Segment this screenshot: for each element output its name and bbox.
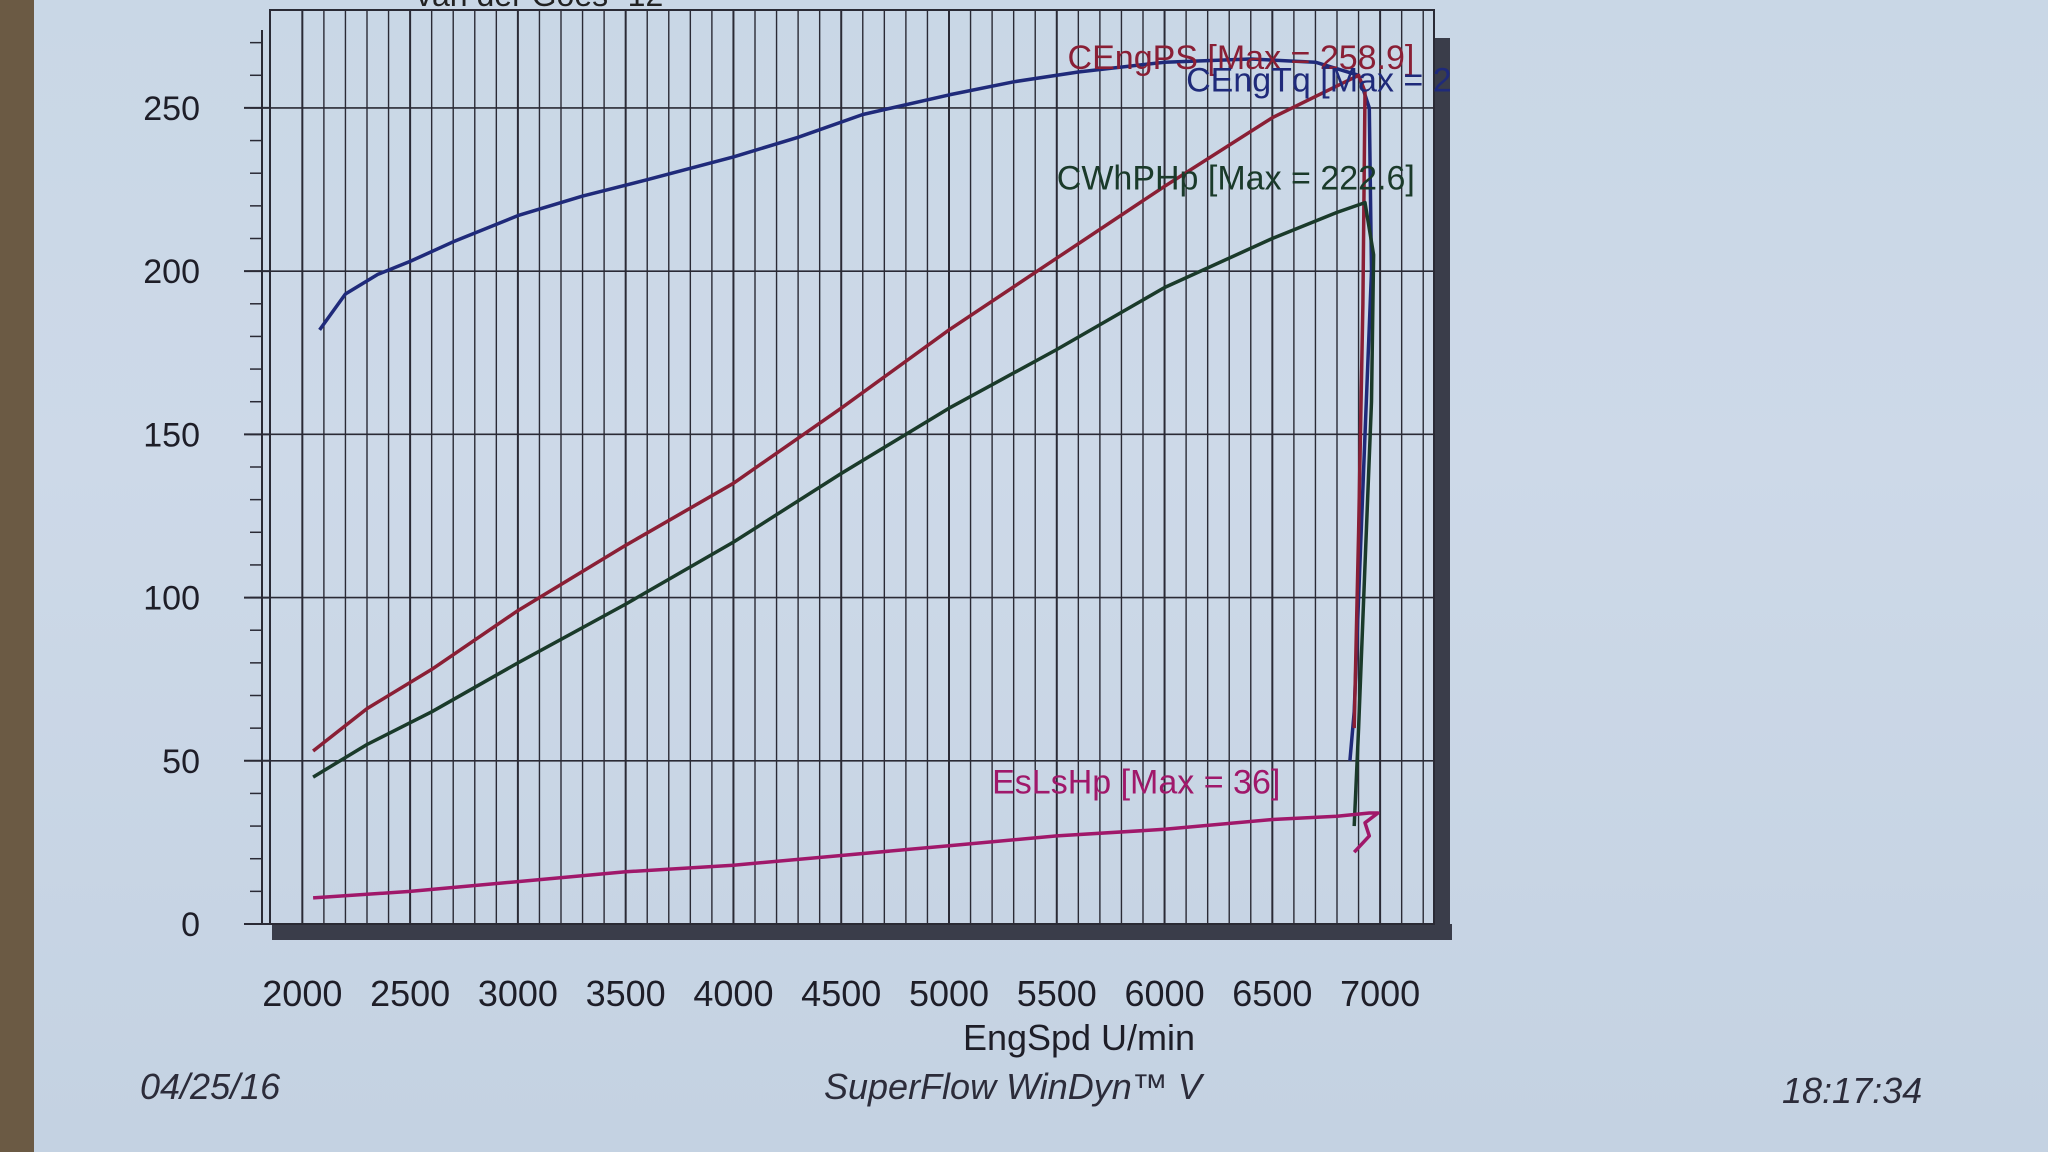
series-label: CWhPHp [Max = 222.6] [1057, 160, 1415, 198]
x-tick-label: 6000 [1125, 973, 1205, 1014]
series-line [312, 200, 1376, 827]
x-tick-label: 4500 [801, 973, 881, 1014]
x-tick-label: 3000 [478, 973, 558, 1014]
y-tick-label: 50 [162, 743, 200, 781]
y-tick-label: 250 [143, 90, 200, 128]
print-time: 18:17:34 [1782, 1070, 1923, 1111]
y-tick-label: 0 [181, 906, 200, 944]
series-label: EsLsHp [Max = 36] [992, 763, 1280, 801]
y-tick-label: 200 [143, 253, 200, 291]
series-line [312, 73, 1367, 753]
y-tick-label: 150 [143, 416, 200, 454]
dyno-chart: CEngPS [Max = 258.9]CEngTq [Max = 2 CWhPH… [143, 0, 1452, 1058]
x-tick-label: 5000 [909, 973, 989, 1014]
axes: 0 50 100 150 200 250 2000 2500 3000 3500 4000 4500 5… [143, 30, 1420, 1014]
dyno-printout: CEngPS [Max = 258.9] CEngTq [Max = 2 CWhPH… [34, 0, 2048, 1152]
series-lines [312, 57, 1380, 900]
shadow-right [1434, 38, 1450, 940]
shadow-bottom [272, 924, 1452, 940]
chart-title-partial: van der Goes -12 [416, 0, 663, 13]
software-name: SuperFlow WinDyn™ V [824, 1066, 1202, 1107]
series-line [318, 57, 1374, 761]
x-tick-label: 3500 [586, 973, 666, 1014]
x-tick-label: 7000 [1340, 973, 1420, 1014]
series-line [312, 811, 1380, 900]
x-tick-label: 2500 [370, 973, 450, 1014]
x-tick-label: 5500 [1017, 973, 1097, 1014]
print-date: 04/25/16 [140, 1066, 281, 1107]
x-tick-label: 6500 [1232, 973, 1312, 1014]
chart-shadow [272, 38, 1452, 940]
y-tick-label: 100 [143, 580, 200, 618]
x-tick-label: 4000 [693, 973, 773, 1014]
x-tick-label: 2000 [262, 973, 342, 1014]
series-label: CEngTq [Max = 2 [1186, 62, 1452, 100]
grid [269, 9, 1435, 925]
series-labels: CEngPS [Max = 258.9]CEngTq [Max = 2 CWhPH… [992, 39, 1452, 802]
series-label: CEngPS [Max = 258.9] [1068, 39, 1415, 77]
x-axis-label: EngSpd U/min [963, 1017, 1195, 1058]
